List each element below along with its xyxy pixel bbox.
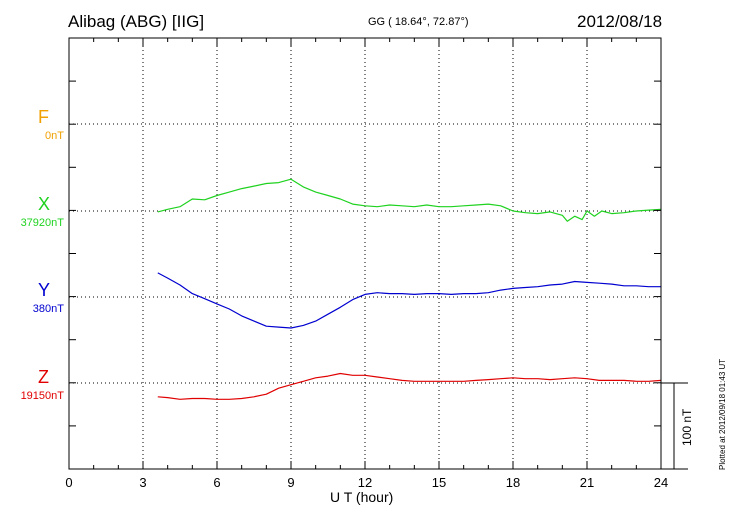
x-tick-label: 12 [358,475,372,490]
component-letter-x: X [38,194,51,214]
series-layer [157,178,662,400]
scale-bar-label: 100 nT [680,408,694,446]
x-tick-label: 18 [506,475,520,490]
plotted-timestamp: Plotted at 2012/09/18 01:43 UT [718,358,727,470]
x-tick-label: 0 [65,475,72,490]
component-baseline-z: 19150nT [20,390,64,402]
scale-bar [661,382,688,470]
axis-layer [68,37,662,470]
component-letter-f: F [38,107,49,127]
x-tick-label: 24 [654,475,668,490]
series-line-x [157,178,662,222]
x-tick-label: 3 [139,475,146,490]
component-letter-z: Z [38,367,49,387]
x-tick-label: 21 [580,475,594,490]
x-tick-label: 9 [287,475,294,490]
component-baseline-x: 37920nT [20,217,64,229]
series-line-y [157,272,661,329]
component-baseline-y: 380nT [32,303,64,315]
date-label: 2012/08/18 [577,12,663,31]
x-tick-label: 15 [432,475,446,490]
component-letter-y: Y [38,280,51,300]
x-axis-label: U T (hour) [330,489,394,505]
grid-layer [69,38,661,469]
x-tick-label: 6 [213,475,220,490]
tick-label-layer: 0 3 6 9 12 15 18 21 24 [65,475,668,490]
coordinates-label: GG ( 18.64°, 72.87°) [368,16,469,28]
series-line-z [157,372,662,400]
station-title: Alibag (ABG) [IIG] [68,12,205,31]
component-baseline-f: 0nT [45,130,64,142]
